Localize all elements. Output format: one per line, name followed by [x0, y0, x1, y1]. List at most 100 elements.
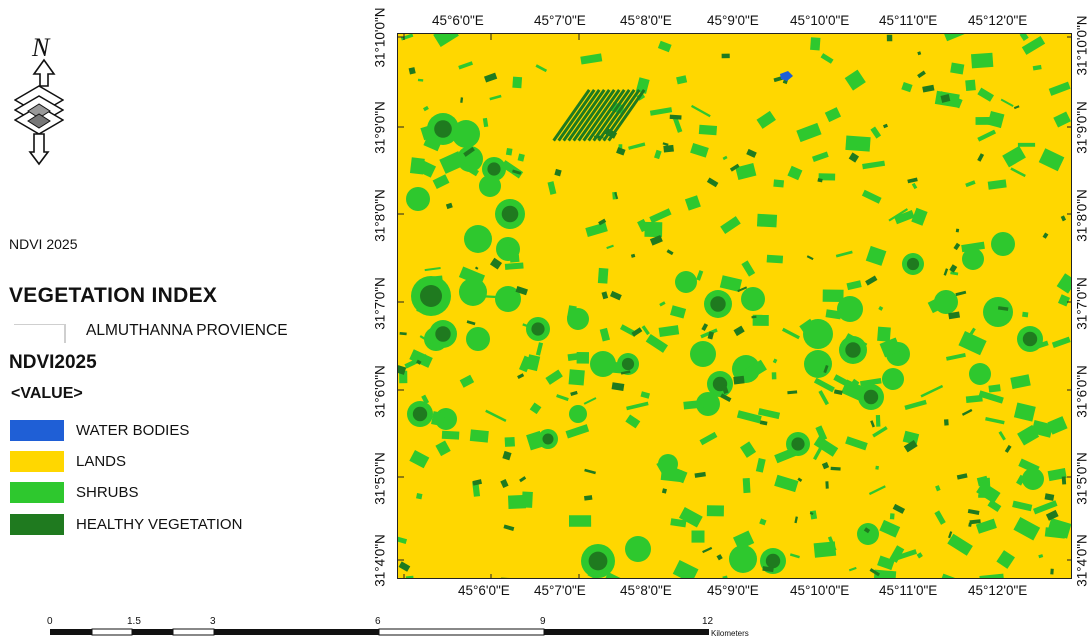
- legend-label-healthy: HEALTHY VEGETATION: [76, 516, 243, 533]
- healthy-patch: [721, 385, 729, 395]
- shrub-patch: [657, 40, 672, 53]
- shrub-patch: [969, 327, 976, 336]
- shrub-patch: [950, 62, 965, 75]
- shrub-patch: [998, 431, 1006, 441]
- shrub-patch: [517, 153, 525, 162]
- healthy-patch: [1044, 493, 1055, 501]
- shrub-patch: [698, 124, 718, 136]
- healthy-strip: [562, 89, 601, 142]
- shrub-patch: [1033, 500, 1058, 515]
- shrub-patch: [628, 142, 646, 150]
- shrub-pivot-field: [1022, 468, 1044, 490]
- shrub-patch: [678, 506, 703, 528]
- shrub-pivot-field: [983, 297, 1013, 327]
- shrub-patch: [547, 181, 557, 195]
- healthy-patch: [630, 253, 636, 258]
- healthy-patch: [883, 123, 888, 129]
- healthy-patch: [601, 291, 609, 300]
- healthy-core: [1022, 331, 1038, 347]
- legend-label-shrubs: SHRUBS: [76, 484, 139, 501]
- shrub-patch: [1016, 474, 1026, 486]
- shrub-patch: [961, 241, 985, 253]
- healthy-strip: [592, 89, 631, 142]
- shrub-patch: [690, 143, 709, 158]
- shrub-patch: [545, 369, 563, 385]
- shrub-patch: [848, 566, 857, 572]
- healthy-patch: [399, 332, 407, 336]
- shrub-patch: [920, 384, 944, 398]
- healthy-strip: [557, 88, 596, 142]
- healthy-patch: [502, 450, 512, 461]
- shrub-patch: [766, 254, 784, 264]
- lat-label-left-4: 31°7'0"N: [372, 277, 388, 330]
- shrub-patch: [879, 337, 902, 358]
- shrub-patch: [1048, 81, 1071, 96]
- healthy-strip: [552, 89, 591, 142]
- shrub-patch: [482, 117, 489, 128]
- shrub-patch: [846, 280, 862, 291]
- north-letter: N: [31, 34, 51, 62]
- shrub-patch: [521, 491, 533, 508]
- shrub-patch: [706, 505, 724, 517]
- shrub-patch: [824, 107, 842, 123]
- lon-label-top-6: 45°11'0"E: [879, 13, 938, 28]
- shrub-pivot-field: [837, 296, 863, 322]
- shrub-patch: [987, 499, 1002, 513]
- shrub-patch: [459, 374, 475, 388]
- shrub-patch: [683, 399, 704, 410]
- shrub-patch: [853, 143, 858, 147]
- scale-seg-4: [172, 628, 215, 636]
- legend-title: NDVI 2025: [9, 236, 78, 252]
- shrub-patch: [421, 394, 430, 405]
- healthy-patch: [720, 393, 732, 403]
- scale-seg-6: [378, 628, 545, 636]
- healthy-vegetation-layer: [398, 34, 1067, 578]
- shrub-patch: [875, 465, 879, 470]
- shrub-patch: [1038, 554, 1044, 559]
- healthy-patch: [408, 67, 416, 75]
- healthy-patch: [825, 481, 829, 489]
- scale-bar-graphic: 0 1.5 3 6 9 12 Kilometers: [47, 616, 749, 638]
- graticule-ticks: [398, 34, 1071, 578]
- shrub-patch: [419, 335, 441, 350]
- healthy-patch: [584, 495, 593, 501]
- shrub-patch: [672, 559, 699, 578]
- shrub-patch: [603, 572, 631, 578]
- shrub-patch: [599, 327, 611, 342]
- shrub-patch: [865, 245, 887, 266]
- healthy-patch: [949, 264, 958, 273]
- shrub-patch: [901, 82, 913, 93]
- shrub-patch: [424, 267, 441, 272]
- healthy-patch: [729, 163, 740, 172]
- shrub-patch: [861, 189, 882, 204]
- lon-label-bottom-4: 45°9'0"E: [707, 583, 759, 598]
- value-field: <VALUE>: [11, 385, 83, 402]
- healthy-patch: [1061, 476, 1067, 485]
- shrub-patch: [660, 468, 683, 483]
- shrub-patch: [649, 107, 673, 116]
- shrub-patch: [888, 208, 909, 222]
- scale-tick-4: 9: [540, 616, 546, 627]
- shrub-patch: [505, 148, 513, 156]
- shrub-patch: [987, 179, 1007, 190]
- shrub-patch: [497, 239, 512, 250]
- healthy-patch: [702, 546, 713, 554]
- shrub-patch: [902, 430, 920, 445]
- shrub-patch: [672, 116, 683, 133]
- shrub-patch: [722, 155, 728, 161]
- shrub-patch: [978, 390, 1004, 404]
- scale-bar: 0 1.5 3 6 9 12 Kilometers: [47, 612, 797, 638]
- legend-swatch-shrubs: [10, 482, 64, 503]
- lat-label-right-7: 31°4'0"N: [1074, 534, 1090, 587]
- shrub-patch: [1021, 35, 1046, 55]
- healthy-strip: [577, 89, 616, 142]
- shrub-patch: [1012, 500, 1033, 512]
- ndvi-map: [397, 33, 1072, 579]
- shrub-patch: [735, 163, 757, 181]
- shrub-pivot-field: [495, 286, 521, 312]
- shrub-patch: [818, 390, 829, 406]
- shrub-patch: [1038, 148, 1065, 172]
- healthy-patch: [517, 373, 525, 379]
- healthy-patch: [848, 152, 860, 163]
- healthy-patch: [701, 323, 709, 332]
